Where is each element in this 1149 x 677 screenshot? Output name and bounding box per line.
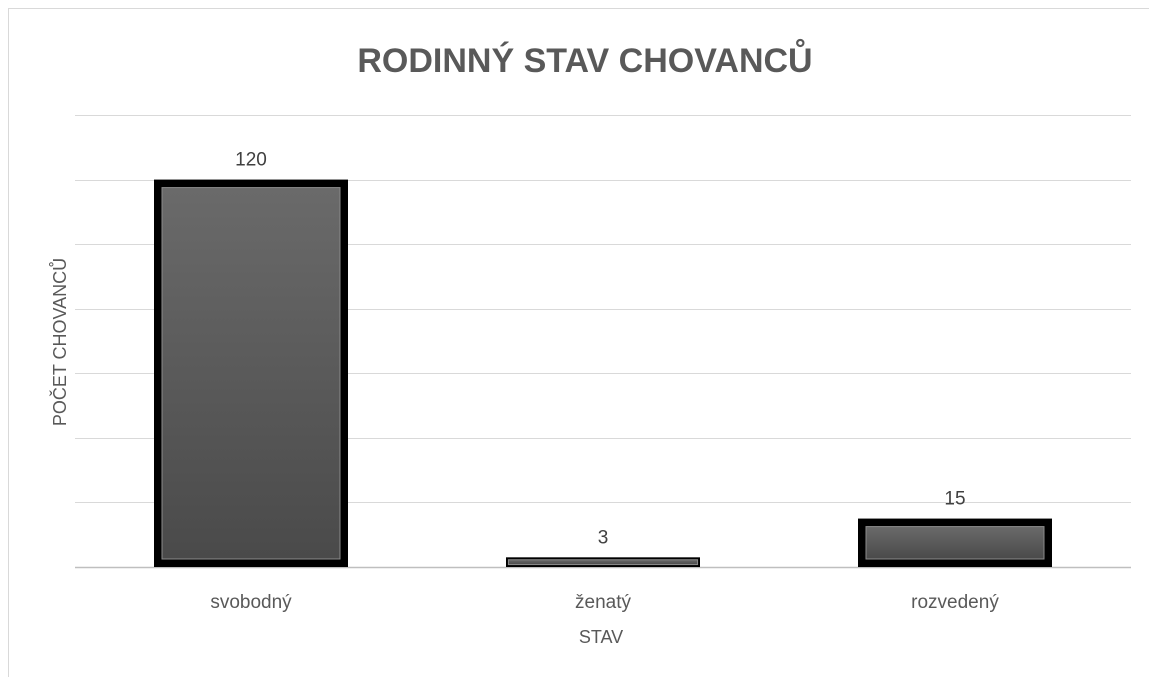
x-tick-label: svobodný (210, 592, 292, 613)
bar-1 (154, 179, 348, 568)
bar-face (865, 526, 1045, 560)
bars (154, 179, 1052, 568)
bar-3 (858, 518, 1052, 567)
x-tick-labels: svobodný ženatý rozvedený (210, 592, 999, 613)
data-label: 15 (944, 489, 965, 510)
data-label: 3 (598, 527, 609, 548)
x-tick-label: rozvedený (911, 592, 999, 613)
chart-frame (8, 8, 1149, 677)
y-axis-title: POČET CHOVANCŮ (49, 258, 70, 426)
gridlines (75, 115, 1131, 569)
bar-face (161, 187, 341, 560)
x-tick-label: ženatý (575, 592, 631, 613)
x-axis-title: STAV (579, 627, 623, 647)
data-label: 120 (235, 150, 267, 171)
bar-face (507, 559, 699, 566)
data-labels: 120 3 15 (235, 150, 965, 549)
bar-2 (506, 557, 700, 567)
chart-title: RODINNÝ STAV CHOVANCŮ (357, 39, 812, 80)
